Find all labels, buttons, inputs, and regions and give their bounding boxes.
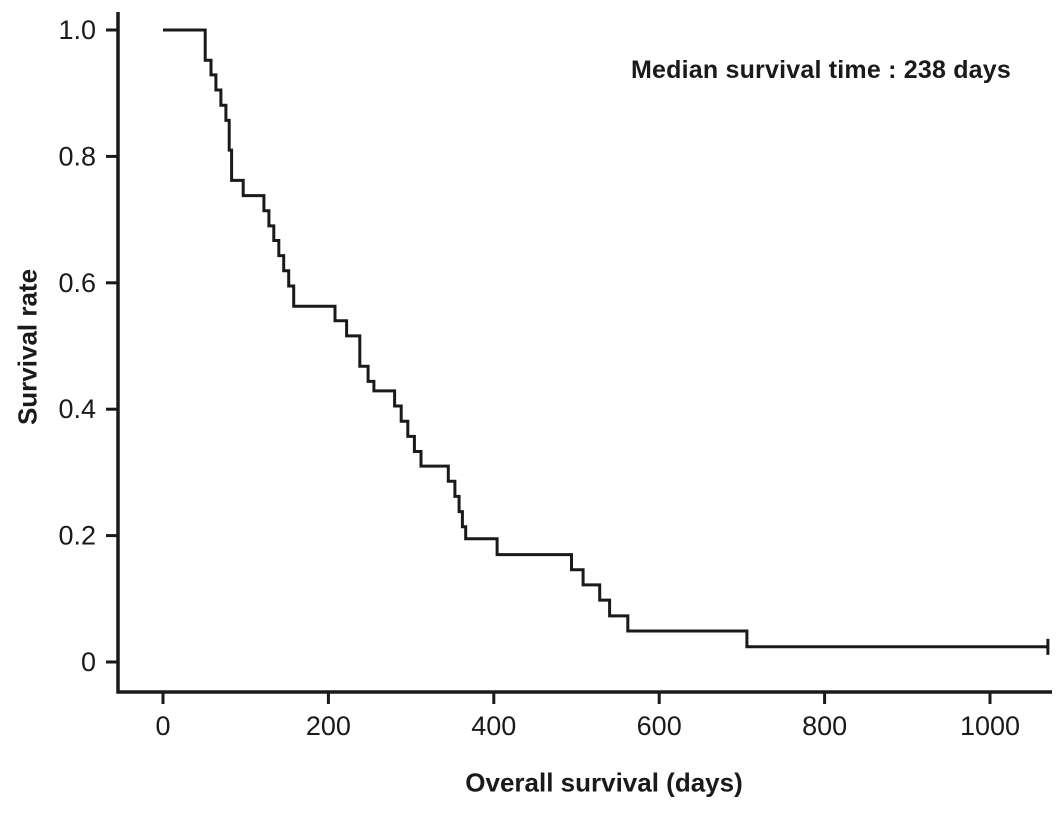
median-survival-annotation: Median survival time : 238 days <box>631 56 1011 84</box>
y-tick-label: 0.4 <box>58 394 96 424</box>
x-tick-label: 600 <box>637 711 682 741</box>
y-tick-label: 1.0 <box>58 15 96 45</box>
x-tick-label: 400 <box>471 711 516 741</box>
x-tick-label: 0 <box>155 711 170 741</box>
x-tick-label: 1000 <box>960 711 1020 741</box>
x-tick-label: 800 <box>802 711 847 741</box>
y-axis-label: Survival rate <box>12 268 43 426</box>
axes <box>116 12 1052 694</box>
survival-step-curve <box>163 28 1048 649</box>
y-tick-label: 0.6 <box>58 268 96 298</box>
x-tick-label: 200 <box>306 711 351 741</box>
y-tick-label: 0.8 <box>58 141 96 171</box>
y-tick-label: 0.2 <box>58 521 96 551</box>
y-tick-label: 0 <box>81 647 96 677</box>
x-axis-label: Overall survival (days) <box>465 767 743 798</box>
